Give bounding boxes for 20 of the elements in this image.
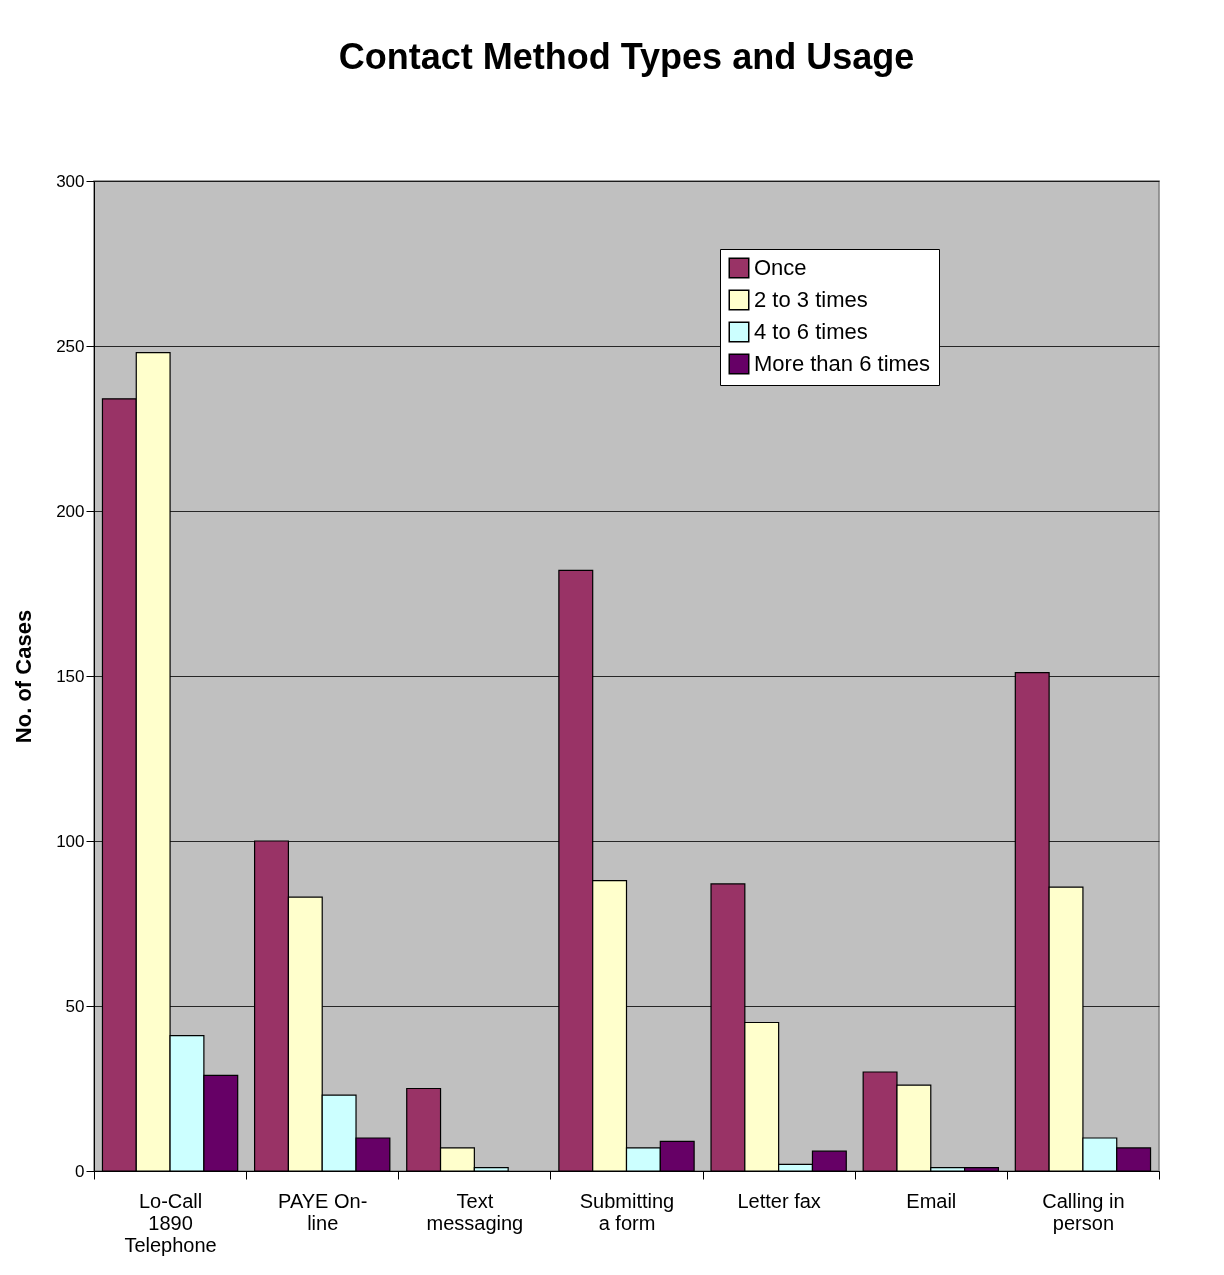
- chart-title: Contact Method Types and Usage: [338, 36, 915, 77]
- legend-label: 4 to 6 times: [754, 319, 868, 344]
- y-tick-label: 250: [56, 336, 85, 356]
- x-tick-label: Calling in person: [1042, 1189, 1125, 1234]
- x-tick-label: PAYE On- line: [278, 1189, 368, 1234]
- x-tick-label: Lo-Call 1890 Telephone: [124, 1189, 217, 1256]
- legend-label: Once: [754, 255, 807, 280]
- y-tick-label: 300: [56, 171, 85, 191]
- legend-label: 2 to 3 times: [754, 287, 868, 312]
- legend-label: More than 6 times: [754, 351, 931, 376]
- y-tick-label: 0: [75, 1161, 85, 1181]
- y-tick-label: 200: [56, 501, 85, 521]
- y-tick-label: 100: [56, 831, 85, 851]
- x-tick-label: Text messaging: [426, 1189, 524, 1234]
- y-axis-title: No. of Cases: [11, 609, 37, 744]
- y-tick-label: 50: [65, 996, 85, 1016]
- y-tick-label: 150: [56, 666, 85, 686]
- x-tick-label: Letter fax: [737, 1189, 821, 1212]
- x-tick-label: Email: [906, 1189, 957, 1212]
- x-tick-label: Submitting a form: [579, 1189, 675, 1234]
